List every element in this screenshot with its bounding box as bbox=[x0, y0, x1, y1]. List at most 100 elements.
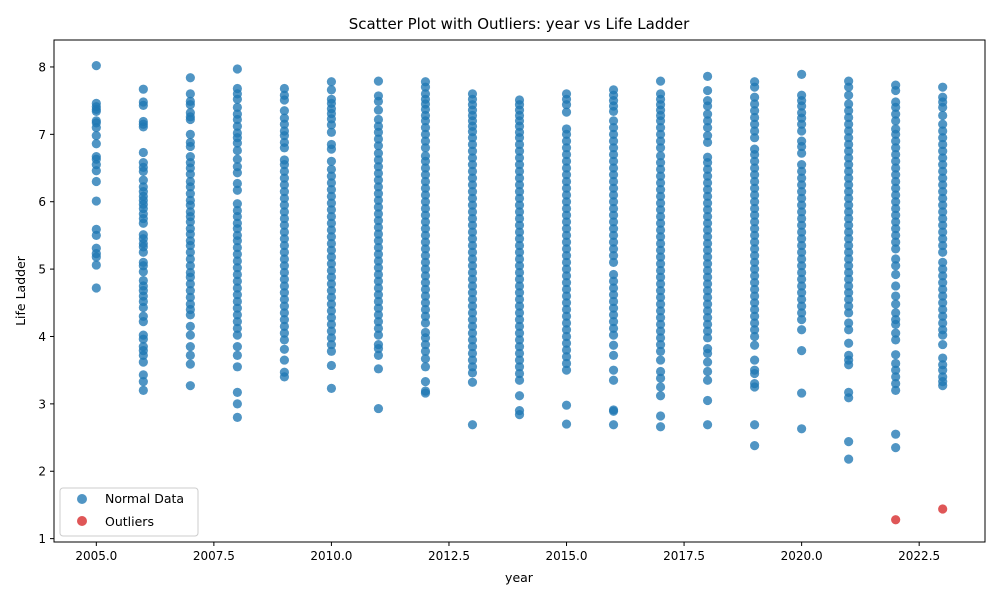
normal-point-2018-23 bbox=[702, 245, 713, 255]
normal-point-2018-36 bbox=[702, 333, 713, 343]
normal-point-2005-14 bbox=[91, 176, 101, 187]
normal-point-2013-25 bbox=[467, 247, 478, 257]
normal-point-2011-13 bbox=[373, 175, 384, 185]
normal-point-2008-37 bbox=[232, 330, 242, 340]
normal-point-2014-29 bbox=[514, 281, 525, 291]
normal-point-2011-0 bbox=[373, 76, 384, 86]
normal-point-2015-26 bbox=[561, 271, 572, 281]
normal-point-2008-31 bbox=[232, 290, 242, 300]
normal-point-2022-10 bbox=[891, 149, 901, 160]
normal-point-2010-31 bbox=[326, 292, 337, 302]
normal-point-2013-9 bbox=[467, 139, 478, 150]
normal-point-2019-1 bbox=[750, 82, 760, 92]
normal-point-2015-36 bbox=[561, 338, 572, 348]
normal-point-2009-27 bbox=[279, 267, 289, 278]
normal-point-2009-5 bbox=[279, 119, 289, 129]
normal-point-2005-20 bbox=[91, 252, 101, 262]
normal-point-2018-31 bbox=[702, 299, 713, 309]
normal-point-2023-11 bbox=[938, 160, 948, 170]
normal-point-2013-29 bbox=[467, 274, 478, 284]
normal-point-2009-32 bbox=[279, 301, 289, 311]
normal-point-2010-38 bbox=[326, 339, 337, 350]
normal-point-2016-9 bbox=[608, 143, 619, 153]
normal-point-2013-23 bbox=[467, 234, 478, 244]
normal-point-2005-22 bbox=[91, 283, 101, 293]
normal-point-2018-35 bbox=[702, 326, 713, 336]
normal-point-2008-3 bbox=[232, 94, 242, 104]
normal-point-2018-7 bbox=[702, 131, 713, 141]
normal-point-2014-14 bbox=[514, 180, 525, 190]
normal-point-2016-25 bbox=[608, 251, 619, 261]
normal-point-2019-2 bbox=[750, 92, 760, 102]
normal-point-2022-18 bbox=[891, 203, 901, 214]
normal-point-2015-30 bbox=[561, 298, 572, 308]
normal-point-2009-12 bbox=[279, 166, 289, 176]
normal-point-2012-30 bbox=[420, 271, 431, 281]
normal-point-2013-13 bbox=[467, 166, 478, 176]
normal-point-2012-27 bbox=[420, 251, 431, 261]
y-tick-label: 4 bbox=[38, 330, 46, 344]
legend-box bbox=[59, 487, 199, 537]
normal-point-2014-28 bbox=[514, 274, 525, 284]
normal-point-2023-34 bbox=[938, 318, 948, 328]
normal-point-2018-4 bbox=[702, 109, 713, 119]
normal-point-2017-21 bbox=[655, 218, 666, 228]
normal-point-2009-38 bbox=[279, 344, 289, 354]
normal-point-2022-14 bbox=[891, 176, 901, 187]
normal-point-2011-12 bbox=[373, 168, 384, 179]
normal-point-2009-39 bbox=[279, 355, 289, 365]
normal-point-2015-6 bbox=[561, 136, 572, 146]
normal-point-2022-28 bbox=[891, 281, 901, 291]
normal-point-2022-36 bbox=[891, 350, 901, 360]
normal-point-2010-28 bbox=[326, 272, 337, 282]
normal-point-2010-14 bbox=[326, 178, 337, 188]
normal-point-2019-21 bbox=[750, 224, 760, 234]
normal-point-2020-25 bbox=[797, 254, 807, 264]
normal-point-2015-35 bbox=[561, 331, 572, 342]
normal-point-2012-31 bbox=[420, 277, 431, 288]
normal-point-2021-18 bbox=[844, 200, 854, 210]
normal-point-2016-10 bbox=[608, 149, 619, 160]
normal-point-2009-34 bbox=[279, 315, 289, 325]
normal-point-2019-44 bbox=[750, 420, 760, 430]
normal-point-2022-38 bbox=[891, 365, 901, 375]
normal-point-2016-8 bbox=[608, 136, 619, 146]
normal-point-2023-36 bbox=[938, 330, 948, 340]
normal-point-2017-31 bbox=[655, 286, 666, 296]
normal-point-2021-25 bbox=[844, 247, 854, 257]
normal-point-2018-8 bbox=[702, 137, 713, 148]
normal-point-2006-42 bbox=[138, 370, 148, 380]
normal-point-2016-18 bbox=[608, 203, 619, 214]
normal-point-2009-26 bbox=[279, 261, 289, 271]
normal-point-2022-1 bbox=[891, 85, 901, 96]
normal-point-2022-4 bbox=[891, 109, 901, 119]
normal-point-2015-11 bbox=[561, 170, 572, 180]
normal-point-2006-6 bbox=[138, 147, 148, 158]
normal-point-2008-19 bbox=[232, 211, 242, 222]
x-tick-label: 2020.0 bbox=[781, 549, 823, 563]
normal-point-2019-10 bbox=[750, 149, 760, 160]
normal-point-2014-23 bbox=[514, 240, 525, 251]
normal-point-2021-37 bbox=[844, 338, 854, 348]
normal-point-2013-44 bbox=[467, 377, 478, 387]
normal-point-2012-17 bbox=[420, 183, 431, 193]
normal-point-2017-18 bbox=[655, 198, 666, 208]
normal-point-2021-22 bbox=[844, 227, 854, 237]
normal-point-2017-17 bbox=[655, 191, 666, 201]
normal-point-2021-33 bbox=[844, 301, 854, 311]
normal-point-2010-12 bbox=[326, 164, 337, 174]
normal-point-2014-21 bbox=[514, 227, 525, 237]
normal-point-2010-36 bbox=[326, 326, 337, 336]
normal-point-2011-15 bbox=[373, 189, 384, 199]
legend-normal-marker bbox=[77, 494, 87, 504]
normal-point-2017-32 bbox=[655, 292, 666, 302]
normal-point-2015-31 bbox=[561, 304, 572, 315]
normal-point-2014-38 bbox=[514, 341, 525, 352]
normal-point-2017-20 bbox=[655, 211, 666, 222]
normal-point-2016-39 bbox=[608, 365, 619, 375]
normal-point-2020-15 bbox=[797, 187, 807, 197]
normal-point-2012-19 bbox=[420, 197, 431, 207]
normal-point-2019-24 bbox=[750, 244, 760, 254]
normal-point-2007-25 bbox=[185, 240, 195, 251]
normal-point-2019-19 bbox=[750, 210, 760, 220]
